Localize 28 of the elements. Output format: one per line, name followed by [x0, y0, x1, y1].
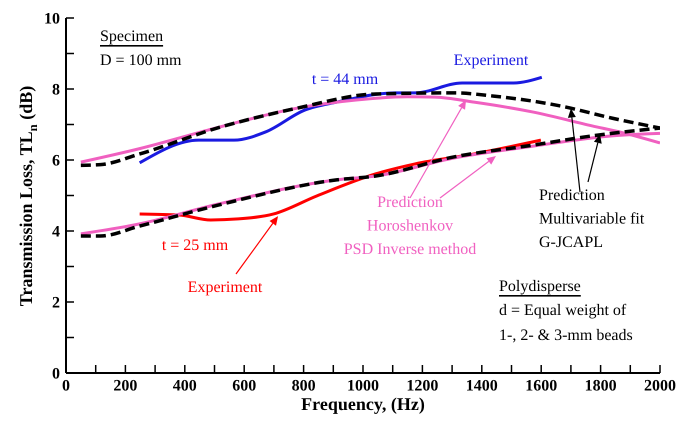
annotation: 1-, 2- & 3-mm beads	[499, 326, 633, 344]
annotation: Prediction Horoshenkov PSD Inverse method	[344, 194, 476, 258]
x-tick-label: 200	[113, 377, 138, 394]
y-tick-label: 6	[52, 152, 60, 170]
x-tick-label: 1800	[584, 377, 617, 394]
annotation: Experiment	[454, 52, 529, 68]
annotation: D = 100 mm	[100, 52, 182, 68]
annotation: t = 44 mm	[312, 70, 379, 88]
annotation: Experiment	[188, 278, 263, 296]
y-tick-label: 2	[52, 294, 60, 312]
annotation: Polydisperse	[499, 278, 581, 294]
x-tick-label: 600	[232, 377, 256, 394]
x-tick-label: 1000	[347, 377, 379, 394]
x-tick-label: 1400	[466, 377, 498, 394]
x-tick-label: 1600	[525, 377, 558, 394]
x-tick-label: 2000	[644, 377, 676, 394]
x-axis-title: Frequency, (Hz)	[301, 394, 425, 414]
y-tick-label: 0	[52, 366, 60, 383]
y-tick-label: 4	[52, 224, 60, 241]
x-tick-label: 1200	[406, 377, 438, 394]
x-tick-label: 400	[172, 377, 197, 394]
annotation: Specimen	[100, 28, 164, 44]
x-tick-label: 800	[292, 377, 316, 394]
y-tick-label: 10	[44, 10, 60, 28]
annotation: d = Equal weight of	[499, 302, 627, 318]
annotation: t = 25 mm	[162, 236, 229, 254]
annotation: Prediction Multivariable fit G-JCAPL	[539, 186, 645, 250]
y-tick-label: 8	[52, 82, 60, 99]
